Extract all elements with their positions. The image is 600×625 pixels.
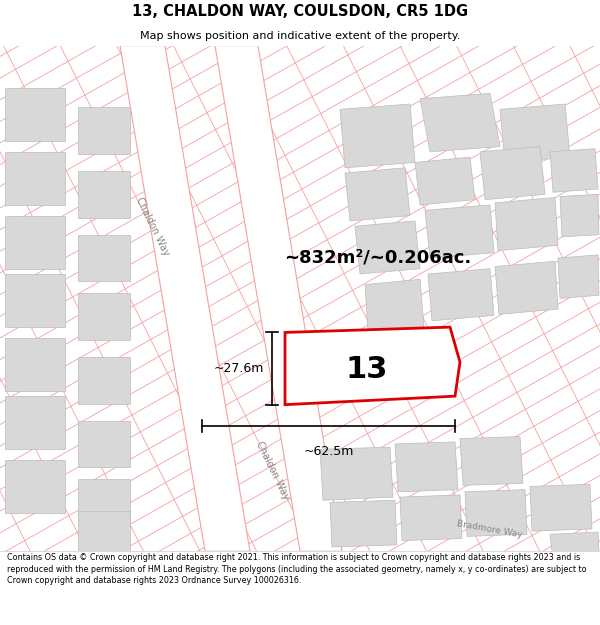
Polygon shape bbox=[120, 46, 250, 551]
Polygon shape bbox=[558, 255, 599, 298]
Polygon shape bbox=[330, 500, 397, 547]
Text: Contains OS data © Crown copyright and database right 2021. This information is : Contains OS data © Crown copyright and d… bbox=[7, 554, 587, 584]
Polygon shape bbox=[495, 261, 558, 314]
Polygon shape bbox=[320, 447, 393, 500]
Polygon shape bbox=[425, 205, 494, 258]
Polygon shape bbox=[5, 460, 65, 513]
Text: ~27.6m: ~27.6m bbox=[214, 362, 264, 375]
Text: Chaldon Way: Chaldon Way bbox=[134, 195, 170, 257]
Polygon shape bbox=[5, 274, 65, 327]
Polygon shape bbox=[5, 338, 65, 391]
Text: ~62.5m: ~62.5m bbox=[304, 445, 353, 458]
Text: 13, CHALDON WAY, COULSDON, CR5 1DG: 13, CHALDON WAY, COULSDON, CR5 1DG bbox=[132, 4, 468, 19]
Text: Bradmore Way: Bradmore Way bbox=[457, 519, 524, 539]
Polygon shape bbox=[495, 198, 558, 251]
Text: Chaldon Way: Chaldon Way bbox=[254, 439, 290, 501]
Polygon shape bbox=[365, 279, 424, 332]
Polygon shape bbox=[345, 168, 410, 221]
Polygon shape bbox=[5, 216, 65, 269]
Polygon shape bbox=[78, 293, 130, 340]
Polygon shape bbox=[5, 88, 65, 141]
Polygon shape bbox=[395, 442, 458, 492]
Polygon shape bbox=[465, 489, 527, 536]
Polygon shape bbox=[550, 149, 598, 192]
Polygon shape bbox=[420, 93, 500, 152]
Polygon shape bbox=[78, 357, 130, 404]
Polygon shape bbox=[78, 479, 130, 526]
Polygon shape bbox=[560, 194, 599, 237]
Polygon shape bbox=[5, 152, 65, 205]
Polygon shape bbox=[78, 421, 130, 468]
Text: ~832m²/~0.206ac.: ~832m²/~0.206ac. bbox=[284, 249, 472, 267]
Polygon shape bbox=[550, 532, 599, 551]
Polygon shape bbox=[355, 221, 420, 274]
Polygon shape bbox=[215, 46, 342, 551]
Polygon shape bbox=[500, 104, 570, 162]
Polygon shape bbox=[400, 495, 462, 541]
Polygon shape bbox=[480, 146, 545, 199]
Polygon shape bbox=[428, 269, 494, 321]
Polygon shape bbox=[78, 107, 130, 154]
Polygon shape bbox=[78, 511, 130, 558]
Polygon shape bbox=[530, 484, 592, 531]
Polygon shape bbox=[460, 436, 523, 486]
Polygon shape bbox=[78, 171, 130, 217]
Polygon shape bbox=[5, 396, 65, 449]
Text: Map shows position and indicative extent of the property.: Map shows position and indicative extent… bbox=[140, 31, 460, 41]
Polygon shape bbox=[78, 235, 130, 281]
Text: 13: 13 bbox=[346, 356, 388, 384]
Polygon shape bbox=[340, 104, 415, 168]
Polygon shape bbox=[285, 327, 460, 404]
Polygon shape bbox=[415, 157, 475, 205]
